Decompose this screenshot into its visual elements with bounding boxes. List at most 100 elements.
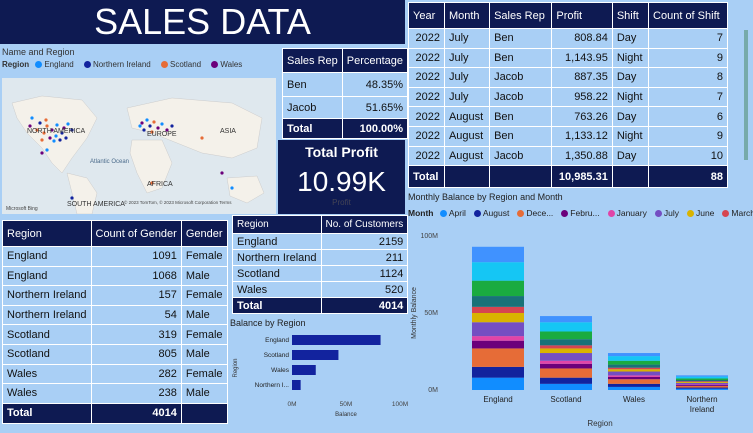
legend-northern-ireland[interactable]: Northern Ireland [83,60,155,69]
col-count-of-shift[interactable]: Count of Shift [648,2,728,29]
map-point[interactable] [145,118,149,122]
bar-segment[interactable] [608,376,660,380]
map-point[interactable] [62,126,66,130]
bar-segment[interactable] [540,348,592,354]
map-point[interactable] [220,171,224,175]
bar-segment[interactable] [540,353,592,361]
table-row[interactable]: 2022 July Ben 808.84 Day 7 [408,28,728,49]
bar-segment[interactable] [472,322,524,337]
map-point[interactable] [156,126,160,130]
map-point[interactable] [42,131,46,135]
bar-segment[interactable] [676,381,728,383]
bar-segment[interactable] [540,345,592,349]
monthly-balance-chart[interactable]: Monthly Balance by Region and Month Mont… [408,192,753,428]
map-point[interactable] [28,124,32,128]
map-point[interactable] [50,128,54,132]
table-row[interactable]: Wales 238 Male [2,383,228,404]
bar-segment[interactable] [608,375,660,377]
map-point[interactable] [152,120,156,124]
bar-segment[interactable] [676,382,728,385]
bar-segment[interactable] [472,262,524,281]
bar-segment[interactable] [608,369,660,372]
table-row[interactable]: 2022 July Ben 1,143.95 Night 9 [408,47,728,69]
bar-segment[interactable] [676,385,728,386]
bar-segment[interactable] [608,367,660,370]
legend-item[interactable]: April [439,208,470,218]
table-row[interactable]: Scotland 1124 [232,265,409,282]
bar[interactable] [292,335,381,345]
map-point[interactable] [40,151,44,155]
col-month[interactable]: Month [443,2,491,29]
bar[interactable] [292,365,316,375]
map-point[interactable] [142,128,146,132]
bar-segment[interactable] [676,381,728,382]
map-point[interactable] [45,148,49,152]
bar-segment[interactable] [472,366,524,378]
col-shift[interactable]: Shift [611,2,650,29]
map-point[interactable] [170,124,174,128]
bar-segment[interactable] [472,340,524,349]
table-row[interactable]: 2022 July Jacob 887.35 Day 8 [408,67,728,88]
legend-item[interactable]: August [473,208,513,218]
bar-segment[interactable] [472,348,524,367]
map-point[interactable] [150,130,154,134]
table-row[interactable]: Northern Ireland 157 Female [2,285,228,306]
map-point[interactable] [30,116,34,120]
bar-segment[interactable] [472,377,524,390]
map-point[interactable] [45,124,49,128]
bar-segment[interactable] [540,360,592,364]
map-point[interactable] [58,138,62,142]
map-point[interactable] [54,134,58,138]
table-row[interactable]: 2022 July Jacob 958.22 Night 7 [408,86,728,108]
table-row[interactable]: Wales 282 Female [2,363,228,385]
map-point[interactable] [35,128,39,132]
legend-item[interactable]: January [607,208,651,218]
bar-segment[interactable] [472,296,524,307]
bar-segment[interactable] [608,383,660,387]
legend-item[interactable]: July [654,208,683,218]
bar-segment[interactable] [540,377,592,384]
bar-segment[interactable] [676,376,728,379]
bar-segment[interactable] [608,386,660,390]
map-point[interactable] [60,131,64,135]
legend-wales[interactable]: Wales [211,60,246,69]
bar-segment[interactable] [540,316,592,323]
bar-segment[interactable] [608,356,660,361]
bar-segment[interactable] [540,322,592,332]
table-row[interactable]: 2022 August Jacob 1,350.88 Day 10 [408,145,728,167]
bar[interactable] [292,350,339,360]
bar-segment[interactable] [676,378,728,380]
legend-item[interactable]: Febru... [561,208,603,218]
table-row[interactable]: England 1091 Female [2,246,228,267]
bar-segment[interactable] [472,313,524,323]
total-profit-card[interactable]: Total Profit 10.99K Profit [278,140,405,214]
col-gender[interactable]: Gender [180,220,228,247]
map-point[interactable] [160,122,164,126]
map-point[interactable] [140,121,144,125]
col-sales-rep[interactable]: Sales Rep [282,48,343,73]
bar-segment[interactable] [676,379,728,382]
map-point[interactable] [70,196,74,200]
legend-scotland[interactable]: Scotland [160,60,205,69]
col-region[interactable]: Region [232,215,322,234]
map-point[interactable] [230,186,234,190]
map-points[interactable] [28,116,234,200]
map-visual[interactable]: Name and Region Region England Northern … [0,44,278,214]
map-point[interactable] [55,123,59,127]
col-percentage[interactable]: Percentage [341,48,409,73]
stacked-bar-svg[interactable]: 0M 50M 100M Monthly Balance England Scotland W… [408,218,753,428]
map-point[interactable] [150,181,154,185]
bar-segment[interactable] [676,375,728,377]
bar-segment[interactable] [608,364,660,368]
map-point[interactable] [48,136,52,140]
map-point[interactable] [64,136,68,140]
map-point[interactable] [38,121,42,125]
map-point[interactable] [44,118,48,122]
map-point[interactable] [148,124,152,128]
table-row[interactable]: 2022 August Ben 1,133.12 Night 9 [408,125,728,147]
bar-segment[interactable] [608,353,660,357]
legend-item[interactable]: March [722,208,753,218]
col-region[interactable]: Region [2,220,92,247]
table-row[interactable]: Northern Ireland 211 [232,249,409,266]
bar-segment[interactable] [608,371,660,376]
